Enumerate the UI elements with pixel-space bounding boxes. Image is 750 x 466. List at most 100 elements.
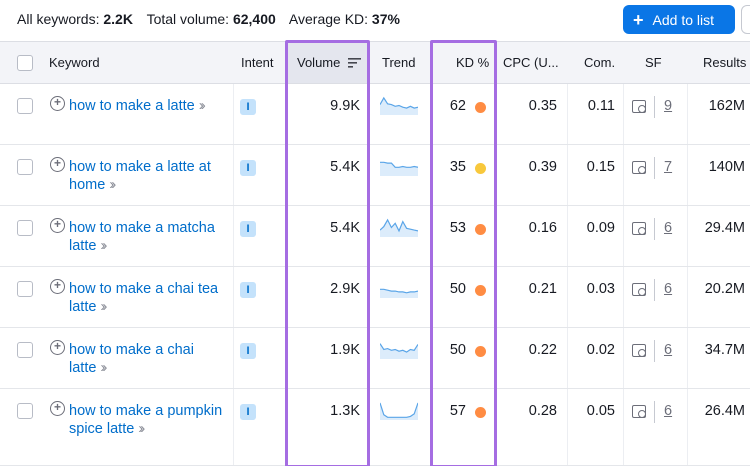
volume-value: 1.9K	[330, 342, 360, 358]
total-volume-label: Total volume:	[146, 11, 230, 27]
table-row: + how to make a chai latte ›› I 1.9K 50 0…	[0, 328, 750, 389]
total-volume-value: 62,400	[232, 11, 276, 27]
chevron-double-right-icon[interactable]: ››	[109, 176, 116, 193]
volume-value: 5.4K	[330, 159, 360, 175]
trend-sparkline	[380, 218, 418, 237]
results-value: 34.7M	[704, 342, 745, 358]
row-checkbox[interactable]	[17, 281, 33, 297]
keyword-link[interactable]: how to make a matcha latte ››	[69, 219, 231, 255]
column-header-cpc[interactable]: CPC (U...	[503, 55, 559, 70]
keyword-link[interactable]: how to make a chai latte ››	[69, 341, 231, 377]
intent-badge: I	[240, 99, 256, 115]
kd-value: 50	[449, 342, 466, 358]
cpc-value: 0.35	[528, 98, 557, 114]
serp-features-icon[interactable]	[632, 405, 646, 418]
table-row: + how to make a latte ›› I 9.9K 62 0.35 0…	[0, 84, 750, 145]
results-value: 140M	[708, 159, 745, 175]
serp-features-icon[interactable]	[632, 100, 646, 113]
add-keyword-icon[interactable]: +	[50, 401, 65, 416]
add-keyword-icon[interactable]: +	[50, 96, 65, 111]
keyword-text: how to make a matcha latte	[69, 220, 215, 254]
divider	[654, 96, 655, 118]
serp-features-count[interactable]: 9	[664, 98, 673, 114]
results-value: 20.2M	[704, 281, 745, 297]
intent-badge: I	[240, 221, 256, 237]
trend-sparkline	[380, 343, 418, 359]
keyword-text: how to make a latte	[69, 98, 195, 114]
serp-features-count[interactable]: 6	[664, 220, 673, 236]
kd-difficulty-dot	[475, 102, 486, 113]
cpc-value: 0.21	[528, 281, 557, 297]
add-keyword-icon[interactable]: +	[50, 279, 65, 294]
row-checkbox[interactable]	[17, 342, 33, 358]
divider	[654, 340, 655, 362]
all-keywords-label: All keywords:	[17, 11, 100, 27]
chevron-double-right-icon[interactable]: ››	[100, 359, 107, 376]
serp-features-count[interactable]: 7	[664, 159, 673, 175]
competition-value: 0.11	[587, 98, 615, 114]
column-header-kd[interactable]: KD %	[456, 55, 490, 70]
results-value: 162M	[708, 98, 745, 114]
keyword-text: how to make a chai latte	[69, 342, 194, 376]
column-header-keyword[interactable]: Keyword	[49, 55, 100, 70]
chevron-double-right-icon[interactable]: ››	[100, 237, 107, 254]
divider	[654, 157, 655, 179]
add-keyword-icon[interactable]: +	[50, 157, 65, 172]
chevron-double-right-icon[interactable]: ››	[198, 97, 206, 114]
keyword-text: how to make a chai tea latte	[69, 281, 219, 315]
more-options-button[interactable]	[741, 5, 750, 34]
plus-icon: +	[633, 9, 644, 30]
kd-value: 35	[449, 159, 466, 175]
competition-value: 0.09	[586, 220, 615, 236]
sort-descending-icon[interactable]	[348, 57, 362, 68]
volume-value: 1.3K	[330, 403, 360, 419]
keyword-link[interactable]: how to make a chai tea latte ››	[69, 280, 231, 316]
all-keywords-value: 2.2K	[103, 11, 133, 27]
add-to-list-button[interactable]: + Add to list	[623, 5, 735, 34]
column-divider	[687, 84, 688, 466]
column-header-intent[interactable]: Intent	[241, 55, 274, 70]
serp-features-count[interactable]: 6	[664, 403, 673, 419]
kd-difficulty-dot	[475, 163, 486, 174]
serp-features-icon[interactable]	[632, 222, 646, 235]
volume-header-label: Volume	[297, 55, 341, 70]
column-header-trend[interactable]: Trend	[382, 55, 416, 70]
column-header-results[interactable]: Results	[703, 55, 747, 70]
row-checkbox[interactable]	[17, 403, 33, 419]
serp-features-icon[interactable]	[632, 344, 646, 357]
kd-value: 50	[449, 281, 466, 297]
serp-features-icon[interactable]	[632, 161, 646, 174]
serp-features-count[interactable]: 6	[664, 281, 673, 297]
trend-sparkline	[380, 96, 418, 115]
column-header-serp-features[interactable]: SF	[645, 55, 662, 70]
serp-features-count[interactable]: 6	[664, 342, 673, 358]
chevron-double-right-icon[interactable]: ››	[100, 298, 107, 315]
divider	[654, 218, 655, 240]
row-checkbox[interactable]	[17, 220, 33, 236]
trend-sparkline	[380, 402, 418, 420]
competition-value: 0.03	[586, 281, 615, 297]
add-keyword-icon[interactable]: +	[50, 218, 65, 233]
competition-value: 0.15	[586, 159, 615, 175]
volume-value: 9.9K	[330, 98, 360, 114]
table-row: + how to make a latte at home ›› I 5.4K 3…	[0, 145, 750, 206]
kd-value: 57	[449, 403, 466, 419]
results-value: 29.4M	[704, 220, 745, 236]
row-checkbox[interactable]	[17, 98, 33, 114]
column-header-volume[interactable]: Volume	[287, 42, 367, 83]
serp-features-icon[interactable]	[632, 283, 646, 296]
keyword-text: how to make a latte at home	[69, 159, 211, 193]
keyword-link[interactable]: how to make a latte at home ››	[69, 158, 231, 194]
table-row: + how to make a chai tea latte ›› I 2.9K …	[0, 267, 750, 328]
keyword-summary: All keywords: 2.2K Total volume: 62,400 …	[17, 11, 410, 27]
keyword-link[interactable]: how to make a latte ››	[69, 97, 231, 115]
cpc-value: 0.28	[528, 403, 557, 419]
chevron-double-right-icon[interactable]: ››	[138, 420, 145, 437]
add-keyword-icon[interactable]: +	[50, 340, 65, 355]
intent-badge: I	[240, 282, 256, 298]
row-checkbox[interactable]	[17, 159, 33, 175]
keyword-link[interactable]: how to make a pumpkin spice latte ››	[69, 402, 231, 438]
column-header-competition[interactable]: Com.	[584, 55, 616, 70]
column-divider	[233, 84, 234, 466]
select-all-checkbox[interactable]	[17, 55, 33, 71]
